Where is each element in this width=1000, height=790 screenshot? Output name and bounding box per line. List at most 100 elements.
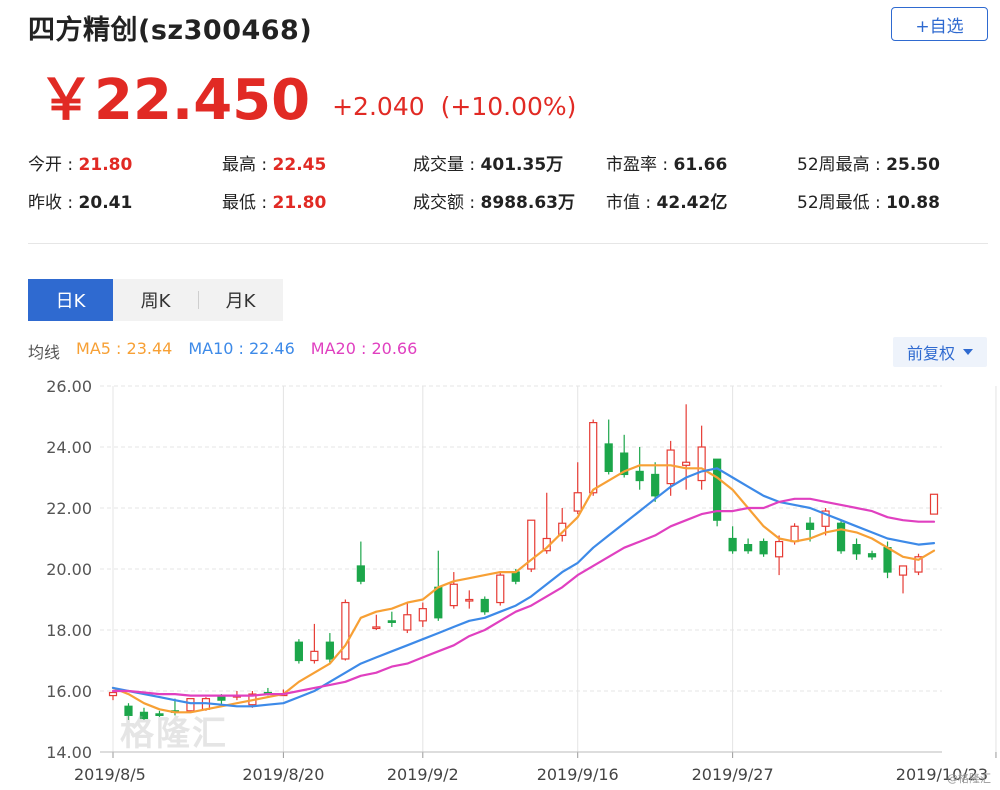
candle-body [589, 421, 598, 494]
candle [682, 404, 691, 490]
candle [186, 698, 195, 712]
stat-item: 今开 : 21.80 [28, 150, 132, 175]
candle-body [186, 698, 195, 712]
x-tick-label: 2019/9/16 [537, 765, 619, 784]
price-change-percent: (+10.00%) [440, 92, 577, 121]
candle-body [294, 641, 303, 662]
x-tick-label: 2019/8/20 [242, 765, 324, 784]
stat-item: 52周最高 : 25.50 [797, 150, 940, 175]
divider [28, 243, 988, 244]
candle-body [883, 547, 892, 573]
candle-body [124, 705, 133, 716]
candle [310, 623, 319, 664]
tab-weekly-k[interactable]: 周K [140, 291, 171, 312]
candle-body [108, 691, 118, 697]
candle [604, 419, 613, 475]
candle [697, 425, 706, 490]
stat-label: 市值 : [606, 193, 657, 213]
stat-item: 52周最低 : 10.88 [797, 188, 940, 213]
candle [867, 550, 877, 560]
y-tick-label: 14.00 [46, 743, 92, 762]
series-line-ma20 [111, 497, 936, 697]
current-price: ￥22.450 [38, 68, 311, 133]
y-tick-label: 16.00 [46, 682, 92, 701]
candle-body [790, 525, 799, 543]
stat-value: 25.50 [886, 155, 940, 175]
stat-value: 10.88 [886, 193, 940, 213]
stock-title: 四方精创(sz300468) [28, 15, 313, 46]
ma10-value: MA10 : 22.46 [188, 339, 295, 358]
candle [558, 508, 567, 542]
candle [573, 462, 582, 515]
x-tick-label: 2019/8/5 [74, 765, 146, 784]
stat-item: 成交额 : 8988.63万 [413, 188, 575, 213]
candle-body [682, 461, 691, 466]
watermark-corner: @格隆汇 [947, 772, 991, 785]
candle [124, 703, 133, 720]
candle [387, 611, 396, 627]
candle-body [418, 608, 427, 622]
stat-label: 52周最高 : [797, 155, 887, 175]
stat-value: 21.80 [272, 193, 327, 213]
stat-item: 最低 : 21.80 [222, 188, 326, 213]
candle [139, 707, 149, 720]
y-tick-label: 24.00 [46, 438, 92, 457]
candle-body [573, 492, 582, 512]
candle [418, 602, 427, 627]
candle-body [759, 540, 768, 555]
candle [155, 710, 164, 717]
y-tick-label: 20.00 [46, 560, 92, 579]
candle [821, 508, 830, 536]
stat-label: 市盈率 : [606, 155, 674, 175]
stat-label: 今开 : [28, 155, 79, 175]
candle-body [867, 553, 877, 558]
candle [403, 602, 412, 634]
candle-body [805, 522, 815, 530]
candle-body [836, 522, 846, 552]
ma-legend: 均线 MA5 : 23.44 MA10 : 22.46 MA20 : 20.66 [28, 339, 417, 363]
candle-body [139, 711, 149, 720]
candle [108, 691, 118, 701]
x-tick-label: 2019/9/27 [692, 765, 774, 784]
candle-body [356, 565, 365, 582]
candle [589, 419, 598, 496]
add-watchlist-button[interactable]: +自选 [891, 7, 988, 41]
candle-body [821, 510, 830, 527]
candle [929, 493, 939, 515]
series-line-ma10 [111, 467, 936, 708]
candle-body [527, 519, 536, 570]
watermark-logo: 格隆汇 [120, 714, 228, 754]
stat-value: 22.45 [272, 155, 327, 175]
candle [635, 447, 644, 490]
y-tick-label: 18.00 [46, 621, 92, 640]
candle [372, 614, 381, 630]
candle [651, 462, 660, 502]
stat-label: 52周最低 : [797, 193, 887, 213]
candle [294, 639, 303, 664]
quote-row: ￥22.450 +2.040 (+10.00%) [38, 62, 576, 132]
kline-tabs: 日K 周K 月K [28, 279, 283, 321]
stat-item: 成交量 : 401.35万 [413, 150, 563, 175]
candle [713, 458, 722, 527]
candle-body [403, 614, 412, 631]
stat-label: 最低 : [222, 193, 273, 213]
candle-body [898, 565, 908, 576]
y-tick-label: 22.00 [46, 499, 92, 518]
candle-body [465, 598, 474, 602]
tab-monthly-k[interactable]: 月K [198, 279, 283, 321]
stat-label: 昨收 : [28, 193, 79, 213]
tab-daily-k[interactable]: 日K [28, 279, 113, 321]
stat-value: 21.80 [78, 155, 133, 175]
kline-chart[interactable]: 26.00 24.00 22.00 20.00 18.00 16.00 14.00 2019/… [0, 370, 1000, 790]
candle-body [774, 540, 784, 558]
candle [914, 553, 923, 576]
candle [496, 572, 505, 606]
candle [341, 599, 350, 661]
stat-label: 成交量 : [413, 155, 481, 175]
stat-value: 401.35万 [480, 155, 564, 175]
candle [465, 590, 474, 609]
candle-body [341, 601, 350, 660]
candle-body [635, 470, 644, 482]
adjust-dropdown[interactable]: 前复权 [893, 337, 987, 367]
candle [898, 565, 908, 594]
